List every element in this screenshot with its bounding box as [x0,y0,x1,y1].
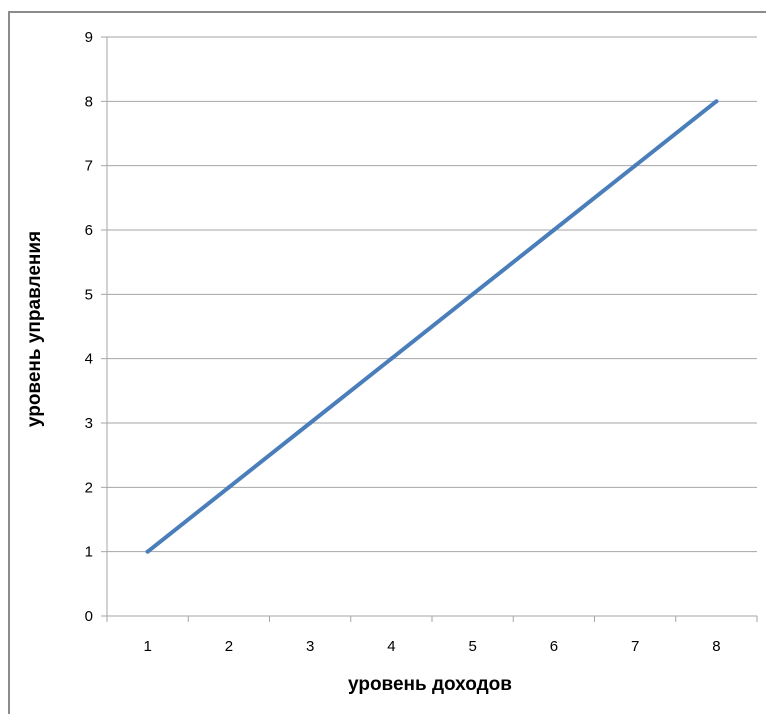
x-axis-title: уровень доходов [348,674,512,695]
x-tick-label-5: 5 [468,638,476,655]
series-layer [145,99,719,554]
y-tick-label-0: 0 [85,608,93,625]
data-point-4 [389,356,394,361]
x-tick-label-7: 7 [631,638,639,655]
data-point-8 [714,99,719,104]
data-point-3 [308,421,313,425]
data-point-7 [633,163,638,168]
x-tick-label-8: 8 [712,638,720,655]
data-point-5 [470,292,475,297]
x-tick-label-6: 6 [550,638,558,655]
x-tick-label-1: 1 [143,638,151,655]
y-tick-label-9: 9 [85,29,93,46]
data-point-2 [226,485,231,490]
y-tick-label-2: 2 [85,479,93,496]
x-tick-label-3: 3 [306,638,314,655]
y-tick-labels: 0 1 2 3 4 5 6 7 8 9 [85,29,93,625]
x-tick-label-4: 4 [387,638,395,655]
y-axis-title: уровень управления [24,231,45,427]
y-tick-label-3: 3 [85,415,93,432]
data-point-6 [551,228,556,232]
y-tick-label-1: 1 [85,544,93,561]
y-tick-label-8: 8 [85,93,93,110]
y-tick-label-4: 4 [85,351,93,368]
x-tick-labels: 1 2 3 4 5 6 7 8 [143,638,720,655]
y-tick-label-7: 7 [85,158,93,175]
y-tick-label-6: 6 [85,222,93,239]
x-tick-label-2: 2 [225,638,233,655]
series-line-0 [145,99,719,554]
grid-lines [107,36,757,553]
axes [101,36,758,622]
data-point-1 [145,549,150,554]
y-tick-label-5: 5 [85,286,93,303]
